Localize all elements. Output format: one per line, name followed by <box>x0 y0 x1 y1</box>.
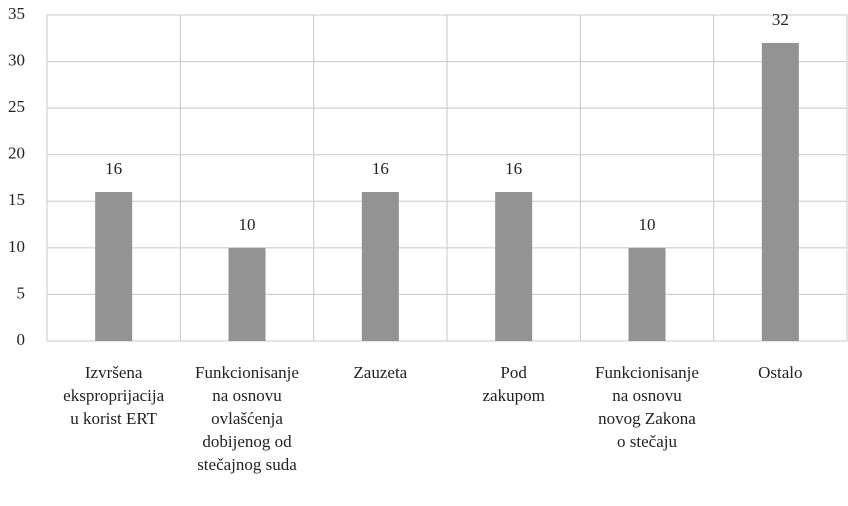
bar <box>95 191 133 341</box>
data-label: 32 <box>772 10 789 29</box>
bar <box>628 247 666 341</box>
y-tick-label: 30 <box>8 50 25 69</box>
y-tick-label: 0 <box>17 330 26 349</box>
bar <box>228 247 266 341</box>
bar <box>761 42 799 341</box>
data-label: 16 <box>505 159 522 178</box>
bar <box>361 191 399 341</box>
data-label: 10 <box>639 215 656 234</box>
x-tick-label: Funkcionisanje na osnovu ovlašćenja dobijen… <box>195 363 299 474</box>
data-label: 16 <box>105 159 122 178</box>
data-label: 10 <box>239 215 256 234</box>
x-tick-label: Pod zakupom <box>483 363 545 405</box>
x-tick-label: Zauzeta <box>353 363 407 382</box>
y-tick-label: 5 <box>17 283 26 302</box>
x-tick-label: Funkcionisanje na osnovu novog Zakona o ste… <box>595 363 699 451</box>
bar <box>495 191 533 341</box>
data-label: 16 <box>372 159 389 178</box>
y-tick-label: 25 <box>8 97 25 116</box>
x-tick-label: Izvršena eksproprijacija u korist ERT <box>63 363 164 428</box>
x-tick-label: Ostalo <box>758 363 802 382</box>
y-tick-label: 20 <box>8 144 25 163</box>
y-tick-label: 10 <box>8 237 25 256</box>
y-tick-label: 15 <box>8 190 25 209</box>
y-tick-label: 35 <box>8 4 25 23</box>
